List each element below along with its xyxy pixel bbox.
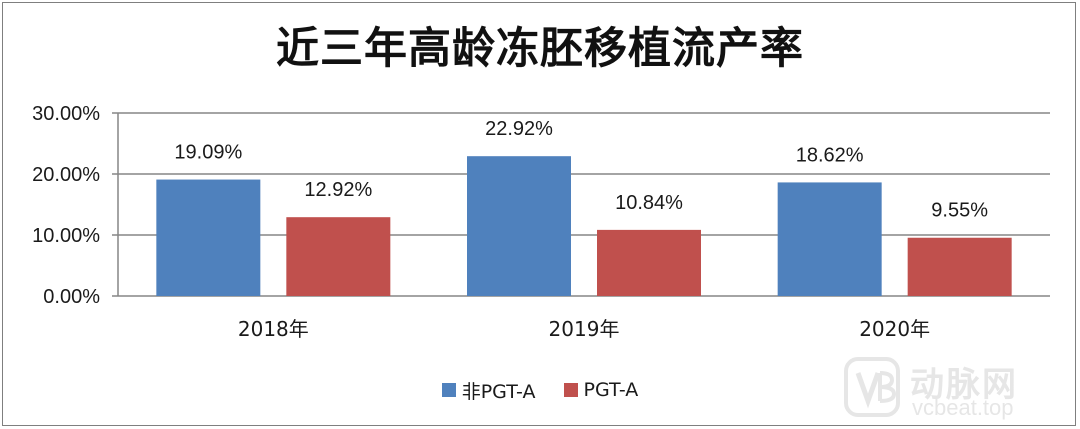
watermark: 动脉网 vcbeat.top — [842, 355, 1072, 425]
bar — [286, 217, 391, 296]
y-tick-label: 20.00% — [32, 164, 100, 186]
legend: 非PGT-A PGT-A — [0, 376, 1080, 404]
chart-title: 近三年高龄冻胚移植流产率 — [276, 24, 804, 74]
legend-label-non-pgt-a: 非PGT-A — [461, 380, 536, 403]
bar — [597, 229, 701, 296]
watermark-url: vcbeat.top — [912, 395, 1014, 420]
y-tick-label: 10.00% — [32, 225, 100, 247]
legend-swatch-pgt-a — [563, 383, 578, 397]
watermark-brand: 动脉网 — [910, 365, 1018, 405]
data-label: 18.62% — [796, 144, 864, 166]
watermark-logo-icon — [844, 357, 900, 417]
y-tick-label: 0.00% — [43, 286, 100, 308]
legend-item-non-pgt-a: 非PGT-A — [441, 377, 536, 404]
x-tick-label: 2019年 — [549, 317, 620, 341]
data-label: 19.09% — [174, 142, 242, 164]
bar — [467, 156, 571, 296]
legend-swatch-non-pgt-a — [441, 383, 456, 397]
legend-item-pgt-a: PGT-A — [563, 379, 639, 401]
x-tick-label: 2018年 — [238, 317, 309, 341]
y-tick-label: 30.00% — [32, 103, 100, 125]
bar — [777, 182, 882, 296]
bar — [156, 179, 261, 296]
legend-label-pgt-a: PGT-A — [583, 379, 639, 401]
x-tick-label: 2020年 — [859, 317, 930, 341]
bar — [907, 237, 1012, 296]
data-label: 12.92% — [304, 179, 372, 201]
data-label: 9.55% — [931, 200, 988, 222]
data-label: 22.92% — [485, 118, 553, 140]
data-label: 10.84% — [615, 192, 683, 214]
